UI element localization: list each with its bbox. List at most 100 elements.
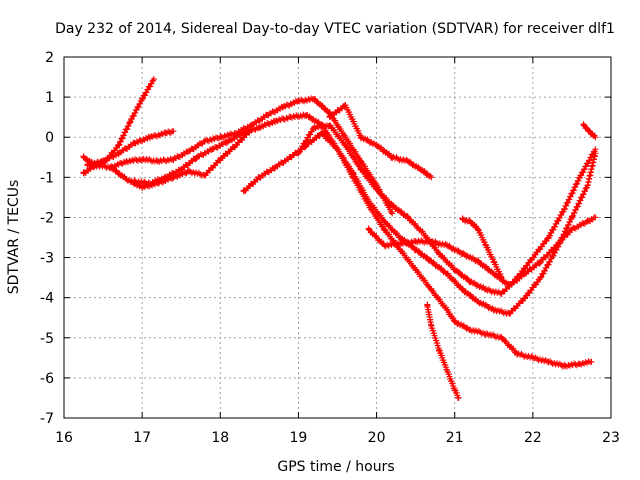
data-point [311, 124, 318, 131]
data-point [326, 114, 333, 121]
axis-ticks: 16 17 18 19 20 21 22 23 -7 -6 -5 -4 -3 -2 -1 0 1 2 [40, 50, 620, 446]
data-point [490, 258, 497, 265]
data-point [428, 174, 435, 181]
data-point [451, 386, 458, 393]
data-point [186, 168, 193, 175]
data-point [295, 150, 302, 157]
data-point [248, 122, 255, 129]
series-marks [131, 111, 593, 370]
data-point [287, 154, 294, 161]
series-trace-l [580, 121, 599, 141]
data-point [225, 138, 232, 145]
data-point [162, 174, 169, 181]
data-point [365, 198, 372, 205]
series-marks [424, 301, 461, 401]
x-axis-label: GPS time / hours [277, 459, 394, 475]
y-tick-label: -7 [40, 411, 54, 427]
data-point [123, 158, 130, 165]
x-tick-label: 19 [290, 430, 308, 446]
data-point [170, 156, 177, 163]
data-point [576, 174, 583, 181]
data-point [357, 166, 364, 173]
data-point [256, 174, 263, 181]
data-point [115, 150, 122, 157]
y-tick-label: 2 [45, 50, 54, 66]
data-point [553, 242, 560, 249]
y-tick-label: -1 [40, 170, 54, 186]
data-point [584, 182, 591, 189]
y-tick-label: -4 [40, 291, 54, 307]
data-point [522, 294, 529, 301]
data-point [443, 306, 450, 313]
data-point [318, 130, 325, 137]
data-point [412, 238, 419, 245]
data-point [482, 286, 489, 293]
plot-frame [63, 56, 612, 419]
data-point [412, 266, 419, 273]
data-point [334, 146, 341, 153]
data-point [209, 146, 216, 153]
data-point [311, 96, 318, 103]
data-point [84, 162, 91, 169]
data-point [150, 76, 157, 83]
data-point [279, 104, 286, 111]
data-point [404, 158, 411, 165]
data-point [287, 114, 294, 121]
data-point [420, 230, 427, 237]
data-point [514, 350, 521, 357]
data-point [303, 112, 310, 119]
data-point [545, 358, 552, 365]
data-point [475, 258, 482, 265]
data-point [271, 118, 278, 125]
y-tick-label: -2 [40, 210, 54, 226]
x-tick-label: 22 [524, 430, 542, 446]
data-point [389, 202, 396, 209]
chart-title: Day 232 of 2014, Sidereal Day-to-day VTE… [55, 21, 615, 37]
data-point [256, 124, 263, 131]
data-point [404, 214, 411, 221]
data-point [436, 250, 443, 257]
data-point [592, 146, 599, 153]
data-point [537, 258, 544, 265]
data-point [342, 102, 349, 109]
data-point [455, 394, 462, 401]
data-point [459, 286, 466, 293]
data-point [201, 172, 208, 179]
data-point [568, 214, 575, 221]
series-trace-c [80, 126, 255, 192]
x-tick-label: 23 [602, 430, 620, 446]
data-point [592, 134, 599, 141]
data-point [201, 138, 208, 145]
data-point [475, 226, 482, 233]
data-point [588, 358, 595, 365]
data-series [80, 76, 599, 401]
data-point [584, 218, 591, 225]
data-point [592, 214, 599, 221]
data-point [436, 346, 443, 353]
x-tick-label: 21 [446, 430, 464, 446]
data-point [389, 210, 396, 217]
y-tick-label: -5 [40, 331, 54, 347]
x-tick-label: 17 [133, 430, 151, 446]
data-point [178, 166, 185, 173]
data-point [584, 126, 591, 133]
data-point [107, 164, 114, 171]
data-point [295, 98, 302, 105]
x-tick-label: 16 [55, 430, 73, 446]
data-point [115, 142, 122, 149]
data-point [397, 240, 404, 247]
series-trace-i [365, 214, 599, 290]
data-point [428, 322, 435, 329]
data-point [443, 366, 450, 373]
y-tick-label: -6 [40, 371, 54, 387]
data-point [467, 278, 474, 285]
data-point [412, 246, 419, 253]
data-point [588, 130, 595, 137]
data-point [100, 158, 107, 165]
data-point [123, 176, 130, 183]
data-point [498, 290, 505, 297]
data-point [451, 266, 458, 273]
y-tick-label: 1 [45, 90, 54, 106]
data-point [568, 226, 575, 233]
data-point [139, 156, 146, 163]
